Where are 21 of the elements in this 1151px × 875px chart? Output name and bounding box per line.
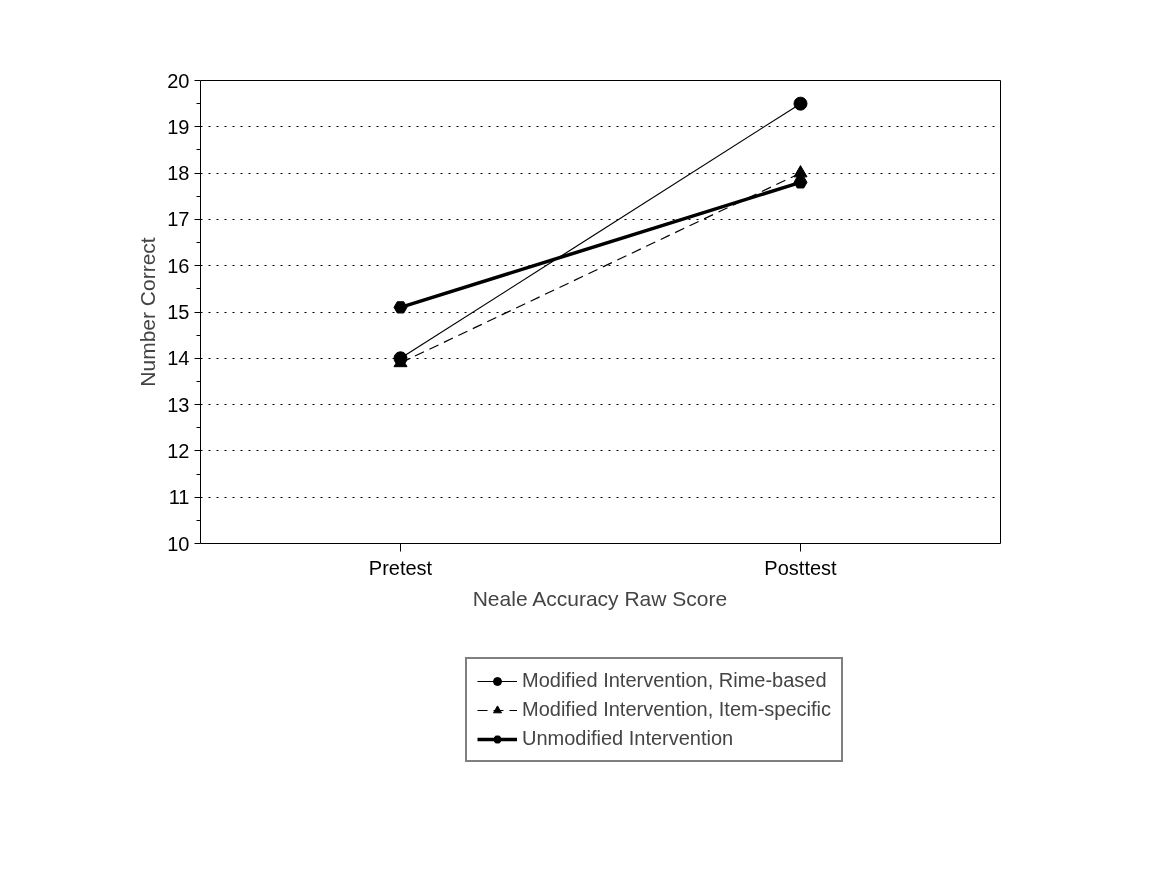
y-tick-label: 12 [167, 439, 190, 462]
y-tick-label: 18 [167, 162, 190, 185]
y-tick-label: 11 [168, 486, 190, 509]
y-tick-label: 16 [167, 254, 190, 277]
point [393, 301, 408, 314]
y-tick-label: 20 [167, 69, 190, 92]
x-tick-label: Posttest [764, 556, 838, 579]
y-tick-label: 14 [167, 347, 190, 370]
point [793, 96, 808, 111]
legend-label: Unmodified Intervention [522, 727, 734, 750]
x-axis-title: Neale Accuracy Raw Score [472, 586, 728, 610]
legend-label: Modified Intervention, Item-specific [522, 698, 832, 721]
y-tick-label: 17 [167, 208, 190, 231]
y-tick-label: 10 [167, 532, 190, 555]
y-axis-title: Number Correct [136, 237, 160, 387]
y-tick-label: 13 [167, 393, 190, 416]
legend-label: Modified Intervention, Rime-based [522, 669, 827, 692]
x-tick-label: Pretest [368, 556, 433, 579]
y-tick-label: 15 [167, 301, 190, 323]
point [793, 176, 808, 189]
y-tick-label: 19 [167, 115, 190, 138]
